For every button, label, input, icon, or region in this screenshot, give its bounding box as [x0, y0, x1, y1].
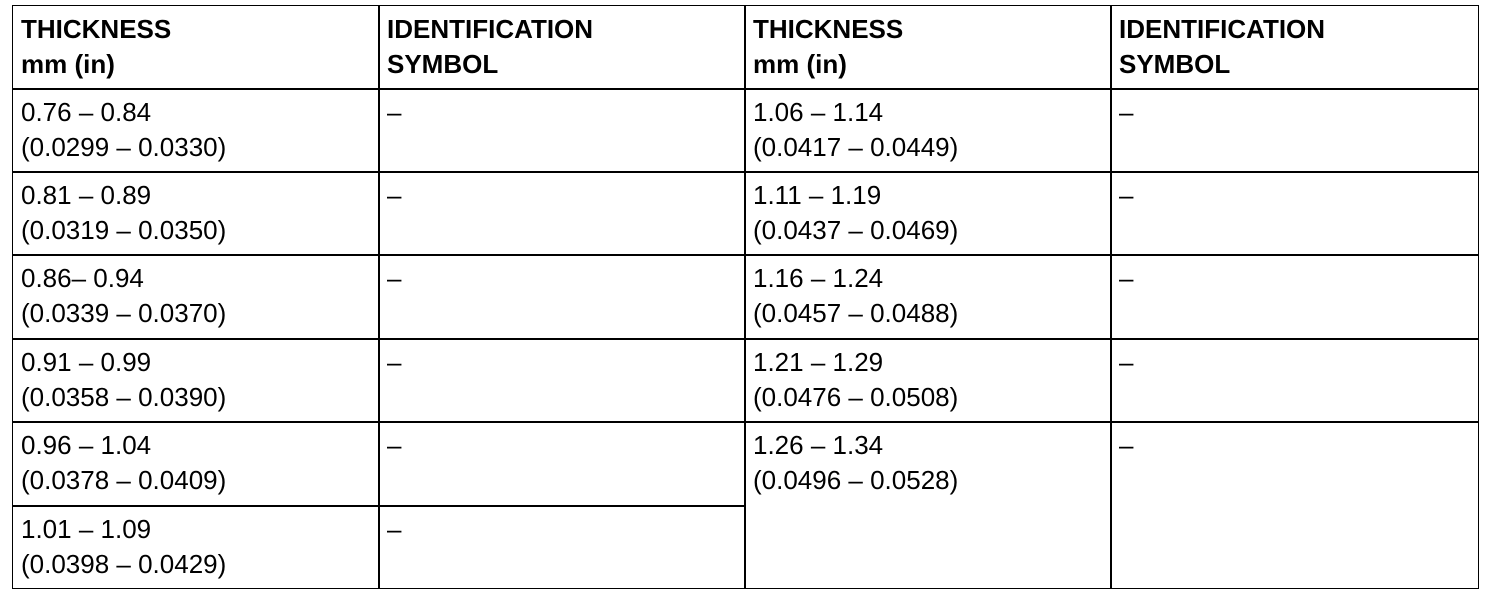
- thickness-cell: 0.81 – 0.89 (0.0319 – 0.0350): [12, 171, 380, 256]
- symbol-cell: –: [378, 338, 746, 423]
- thickness-cell: 0.96 – 1.04 (0.0378 – 0.0409): [12, 421, 380, 507]
- cell-text: SYMBOL: [387, 49, 499, 79]
- cell-text: –: [1119, 347, 1134, 377]
- cell-text: (0.0358 – 0.0390): [21, 382, 227, 412]
- cell-text: IDENTIFICATION: [1119, 14, 1326, 44]
- cell-text: –: [1119, 263, 1134, 293]
- header-cell: IDENTIFICATION SYMBOL: [1110, 5, 1479, 90]
- cell-text: (0.0299 – 0.0330): [21, 132, 227, 162]
- cell-text: THICKNESS: [753, 14, 904, 44]
- header-cell: THICKNESS mm (in): [12, 5, 380, 90]
- cell-text: (0.0437 – 0.0469): [753, 215, 959, 245]
- header-cell: THICKNESS mm (in): [744, 5, 1112, 90]
- thickness-cell: 1.11 – 1.19 (0.0437 – 0.0469): [744, 171, 1112, 256]
- thickness-cell: 0.86– 0.94 (0.0339 – 0.0370): [12, 254, 380, 340]
- cell-text: 1.21 – 1.29: [753, 347, 884, 377]
- cell-text: –: [387, 347, 402, 377]
- thickness-cell: 1.06 – 1.14 (0.0417 – 0.0449): [744, 88, 1112, 173]
- cell-text: –: [1119, 180, 1134, 210]
- cell-text: (0.0457 – 0.0488): [753, 298, 959, 328]
- cell-text: IDENTIFICATION: [387, 14, 594, 44]
- thickness-cell: 0.91 – 0.99 (0.0358 – 0.0390): [12, 338, 380, 423]
- thickness-cell: 1.21 – 1.29 (0.0476 – 0.0508): [744, 338, 1112, 423]
- cell-text: (0.0496 – 0.0528): [753, 465, 959, 495]
- cell-text: –: [1119, 430, 1134, 460]
- thickness-cell: 0.76 – 0.84 (0.0299 – 0.0330): [12, 88, 380, 173]
- thickness-cell: 1.16 – 1.24 (0.0457 – 0.0488): [744, 254, 1112, 340]
- cell-text: THICKNESS: [21, 14, 172, 44]
- symbol-cell: –: [378, 505, 746, 589]
- symbol-cell: –: [1110, 338, 1479, 423]
- cell-text: (0.0378 – 0.0409): [21, 465, 227, 495]
- cell-text: (0.0339 – 0.0370): [21, 298, 227, 328]
- cell-text: –: [387, 180, 402, 210]
- cell-text: 1.26 – 1.34: [753, 430, 884, 460]
- cell-text: 1.06 – 1.14: [753, 97, 884, 127]
- header-cell: IDENTIFICATION SYMBOL: [378, 5, 746, 90]
- thickness-cell: 1.26 – 1.34 (0.0496 – 0.0528): [744, 421, 1112, 589]
- thickness-cell: 1.01 – 1.09 (0.0398 – 0.0429): [12, 505, 380, 589]
- symbol-cell: –: [378, 421, 746, 507]
- cell-text: 1.16 – 1.24: [753, 263, 884, 293]
- cell-text: 1.11 – 1.19: [753, 180, 882, 210]
- cell-text: mm (in): [21, 49, 115, 79]
- cell-text: mm (in): [753, 49, 847, 79]
- cell-text: –: [387, 430, 402, 460]
- cell-text: –: [387, 263, 402, 293]
- cell-text: 0.76 – 0.84: [21, 97, 152, 127]
- symbol-cell: –: [378, 171, 746, 256]
- symbol-cell: –: [1110, 254, 1479, 340]
- cell-text: SYMBOL: [1119, 49, 1231, 79]
- cell-text: (0.0417 – 0.0449): [753, 132, 959, 162]
- symbol-cell: –: [378, 254, 746, 340]
- cell-text: 0.81 – 0.89: [21, 180, 152, 210]
- cell-text: 0.86– 0.94: [21, 263, 144, 293]
- cell-text: (0.0476 – 0.0508): [753, 382, 959, 412]
- cell-text: –: [1119, 97, 1134, 127]
- symbol-cell: –: [378, 88, 746, 173]
- cell-text: –: [387, 514, 402, 544]
- cell-text: 1.01 – 1.09: [21, 514, 152, 544]
- symbol-cell: –: [1110, 171, 1479, 256]
- cell-text: (0.0398 – 0.0429): [21, 549, 227, 579]
- cell-text: –: [387, 97, 402, 127]
- cell-text: 0.96 – 1.04: [21, 430, 152, 460]
- symbol-cell: –: [1110, 421, 1479, 589]
- cell-text: 0.91 – 0.99: [21, 347, 152, 377]
- cell-text: (0.0319 – 0.0350): [21, 215, 227, 245]
- symbol-cell: –: [1110, 88, 1479, 173]
